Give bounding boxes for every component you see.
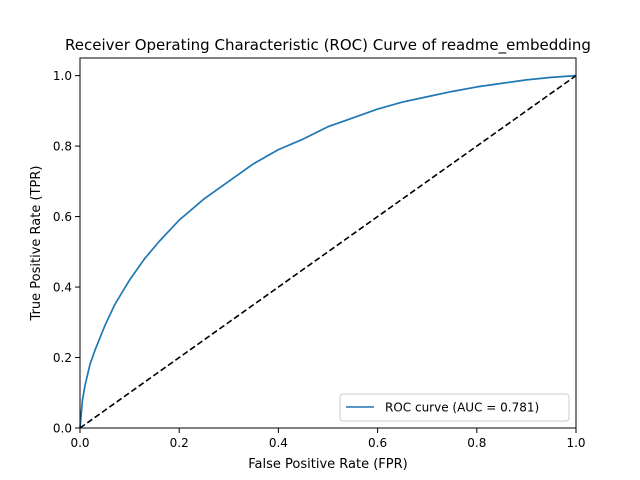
y-axis-label: True Positive Rate (TPR) xyxy=(29,166,44,322)
legend-box xyxy=(339,393,570,422)
chart-title: Receiver Operating Characteristic (ROC) … xyxy=(65,36,591,55)
legend-label-roc: ROC curve (AUC = 0.781) xyxy=(385,401,539,415)
y-tick-label: 0.4 xyxy=(53,281,72,295)
plot-area xyxy=(79,57,577,429)
y-tick-label: 0.2 xyxy=(53,351,72,365)
x-tick-label: 1.0 xyxy=(566,436,585,450)
x-tick-label: 0.2 xyxy=(170,436,189,450)
x-axis-ticks: 0.0 0.2 0.4 0.6 0.8 1.0 xyxy=(70,428,586,450)
y-tick-label: 0.8 xyxy=(53,140,72,154)
series-layer xyxy=(79,74,577,429)
y-tick-label: 0.6 xyxy=(53,210,72,224)
y-axis-ticks: 0.0 0.2 0.4 0.6 0.8 1.0 xyxy=(53,69,80,436)
axes-frame xyxy=(79,57,577,429)
x-tick-label: 0.4 xyxy=(269,436,288,450)
x-tick-label: 0.8 xyxy=(467,436,486,450)
legend: ROC curve (AUC = 0.781) xyxy=(339,393,570,422)
y-tick-label: 1.0 xyxy=(53,69,72,83)
x-axis-label: False Positive Rate (FPR) xyxy=(248,457,407,472)
y-tick-label: 0.0 xyxy=(53,422,72,436)
x-tick-label: 0.6 xyxy=(368,436,387,450)
x-tick-label: 0.0 xyxy=(70,436,89,450)
roc-curve-line xyxy=(79,74,577,429)
diagonal-reference-line xyxy=(79,74,577,429)
